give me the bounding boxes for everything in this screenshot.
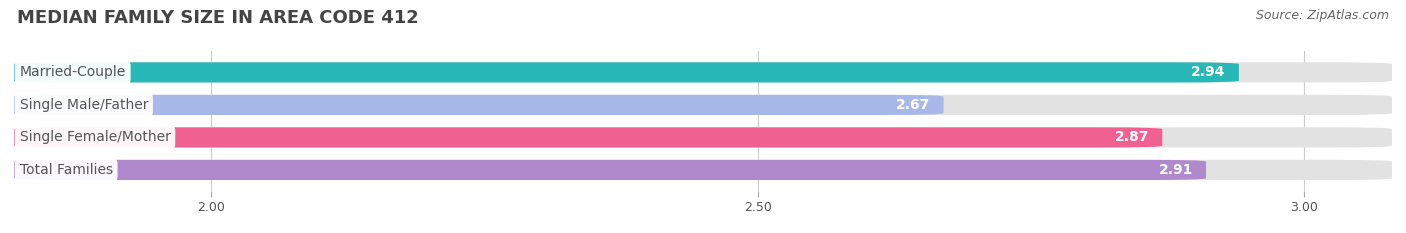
Text: 2.91: 2.91	[1159, 163, 1192, 177]
Text: 2.94: 2.94	[1191, 65, 1226, 79]
FancyBboxPatch shape	[14, 62, 1239, 82]
Text: Single Female/Mother: Single Female/Mother	[20, 130, 170, 144]
Text: Married-Couple: Married-Couple	[20, 65, 125, 79]
Text: Total Families: Total Families	[20, 163, 112, 177]
FancyBboxPatch shape	[14, 160, 1392, 180]
Text: 2.87: 2.87	[1115, 130, 1149, 144]
FancyBboxPatch shape	[14, 95, 1392, 115]
FancyBboxPatch shape	[14, 62, 1392, 82]
FancyBboxPatch shape	[14, 127, 1392, 147]
Text: MEDIAN FAMILY SIZE IN AREA CODE 412: MEDIAN FAMILY SIZE IN AREA CODE 412	[17, 9, 419, 27]
Text: Single Male/Father: Single Male/Father	[20, 98, 148, 112]
Text: 2.67: 2.67	[896, 98, 931, 112]
FancyBboxPatch shape	[14, 127, 1163, 147]
FancyBboxPatch shape	[14, 160, 1206, 180]
Text: Source: ZipAtlas.com: Source: ZipAtlas.com	[1256, 9, 1389, 22]
FancyBboxPatch shape	[14, 95, 943, 115]
